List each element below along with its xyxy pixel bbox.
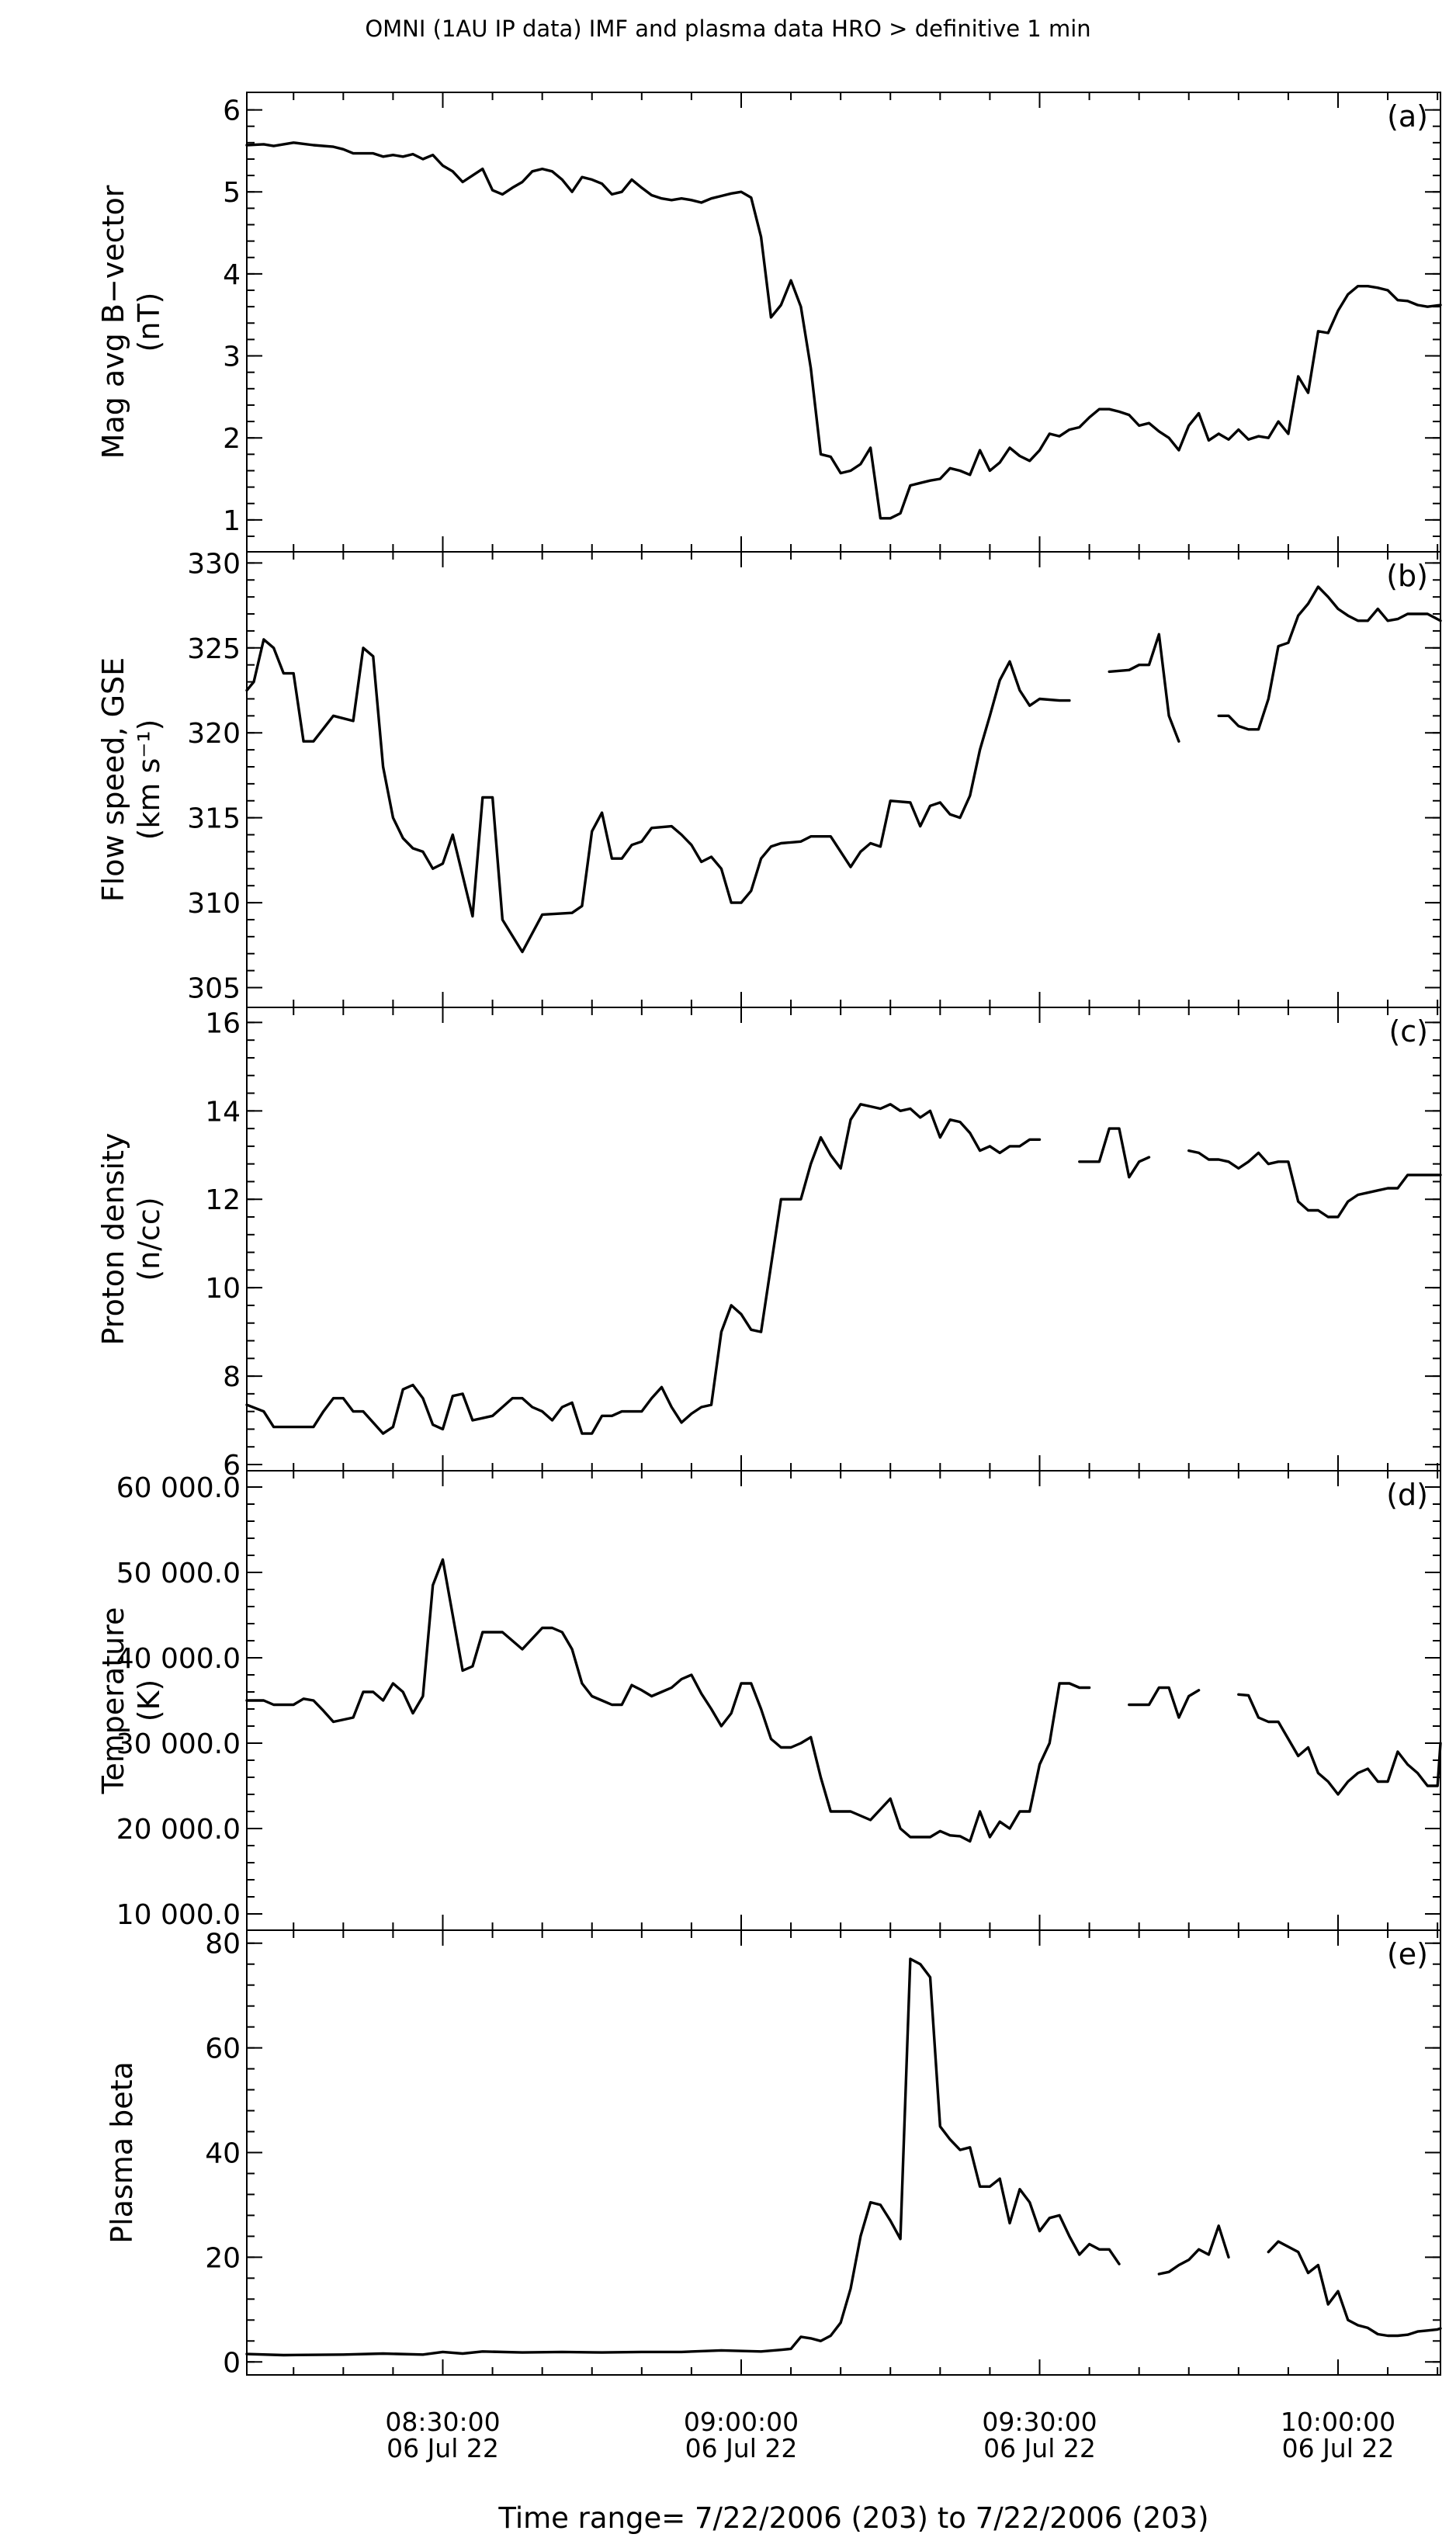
y-tick-label: 310 bbox=[187, 888, 241, 920]
panel-d-series-segment-3 bbox=[1237, 1693, 1442, 1796]
y-tick-label: 305 bbox=[187, 972, 241, 1004]
y-axis-title: Plasma beta bbox=[105, 2061, 139, 2244]
y-tick-label: 10 bbox=[205, 1273, 241, 1305]
panel-d-series-segment-2 bbox=[1128, 1686, 1201, 1719]
y-tick-label: 60 bbox=[205, 2033, 241, 2065]
panel-e-series-segment-1 bbox=[245, 1957, 1121, 2357]
y-tick-label: 14 bbox=[205, 1096, 241, 1128]
y-tick-label: 10 000.0 bbox=[116, 1899, 241, 1931]
panel-label: (c) bbox=[1388, 1014, 1428, 1049]
panel-a-frame bbox=[246, 92, 1441, 553]
x-tick-date-label: 06 Jul 22 bbox=[685, 2433, 798, 2463]
y-tick-label: 60 000.0 bbox=[116, 1472, 241, 1504]
y-tick-label: 50 000.0 bbox=[116, 1558, 241, 1589]
panel-label: (d) bbox=[1386, 1478, 1428, 1512]
y-tick-label: 1 bbox=[223, 505, 241, 537]
panel-b-series-segment-2 bbox=[1108, 633, 1180, 743]
panel-label: (e) bbox=[1387, 1937, 1428, 1971]
y-tick-label: 20 000.0 bbox=[116, 1814, 241, 1846]
panel-d: 10 000.0 20 000.0 30 000.0 40 000.0 50 000.0… bbox=[96, 1470, 1442, 1931]
panel-b-series-segment-1 bbox=[245, 638, 1071, 954]
time-range-footer: Time range= 7/22/2006 (203) to 7/22/2006… bbox=[497, 2501, 1208, 2535]
panel-a-series-segment-1 bbox=[245, 141, 1442, 520]
x-tick-date-label: 06 Jul 22 bbox=[387, 2433, 499, 2463]
panel-c-series-segment-2 bbox=[1078, 1127, 1151, 1179]
y-tick-label: 20 bbox=[205, 2242, 241, 2274]
y-tick-label: 80 bbox=[205, 1929, 241, 1960]
y-tick-label: 6 bbox=[223, 1450, 241, 1482]
y-axis-title: Temperature bbox=[96, 1607, 130, 1795]
panel-b: 305 310 315 320 325 330 (b) Flow speed, GSE (km … bbox=[96, 548, 1442, 1008]
panel-label: (b) bbox=[1386, 559, 1428, 593]
y-tick-label: 315 bbox=[187, 803, 241, 835]
panel-e: 0 20 40 60 80 (e) Plasma beta bbox=[105, 1929, 1442, 2379]
y-tick-label: 12 bbox=[205, 1184, 241, 1216]
y-tick-label: 30 000.0 bbox=[116, 1728, 241, 1760]
y-axis-title: Proton density bbox=[96, 1133, 130, 1346]
y-tick-label: 6 bbox=[223, 95, 241, 127]
panel-d-series-segment-1 bbox=[245, 1558, 1091, 1843]
panel-b-series-segment-3 bbox=[1217, 585, 1442, 731]
y-tick-label: 3 bbox=[223, 341, 241, 373]
y-axis-title: Mag avg B−vector bbox=[96, 185, 130, 459]
x-tick-time-label: 10:00:00 bbox=[1281, 2407, 1395, 2437]
panel-b-frame bbox=[246, 551, 1441, 1008]
y-tick-label: 40 000.0 bbox=[116, 1643, 241, 1675]
x-tick-date-label: 06 Jul 22 bbox=[983, 2433, 1096, 2463]
y-axis-title: (km s⁻¹) bbox=[132, 719, 166, 841]
panel-c-series-segment-1 bbox=[245, 1103, 1042, 1435]
x-tick-time-label: 09:00:00 bbox=[684, 2407, 799, 2437]
y-tick-label: 2 bbox=[223, 423, 241, 455]
panel-c-series-segment-3 bbox=[1187, 1149, 1442, 1219]
y-tick-label: 325 bbox=[187, 633, 241, 665]
panel-e-series-segment-2 bbox=[1157, 2224, 1230, 2276]
x-tick-date-label: 06 Jul 22 bbox=[1282, 2433, 1395, 2463]
panel-c-frame bbox=[246, 1007, 1441, 1472]
panel-e-series-segment-3 bbox=[1267, 2240, 1442, 2338]
panel-label: (a) bbox=[1387, 99, 1428, 133]
y-tick-label: 5 bbox=[223, 177, 241, 209]
panel-a: 1 2 3 4 5 6 (a) Mag avg B−vector (nT) bbox=[96, 92, 1442, 553]
y-tick-label: 320 bbox=[187, 718, 241, 750]
y-tick-label: 330 bbox=[187, 548, 241, 580]
y-tick-label: 8 bbox=[223, 1361, 241, 1393]
panel-d-frame bbox=[246, 1470, 1441, 1931]
y-axis-title: (n/cc) bbox=[132, 1197, 166, 1281]
y-tick-label: 4 bbox=[223, 259, 241, 291]
y-tick-label: 0 bbox=[223, 2347, 241, 2379]
y-axis-title: (nT) bbox=[132, 293, 166, 352]
figure-title: OMNI (1AU IP data) IMF and plasma data H… bbox=[365, 16, 1090, 42]
y-tick-label: 16 bbox=[205, 1007, 241, 1039]
x-tick-time-label: 08:30:00 bbox=[385, 2407, 500, 2437]
panel-c: 6 8 10 12 14 16 (c) Proton density (n/cc) bbox=[96, 1007, 1442, 1482]
y-axis-title: Flow speed, GSE bbox=[96, 657, 130, 902]
x-tick-time-label: 09:30:00 bbox=[982, 2407, 1097, 2437]
y-tick-label: 40 bbox=[205, 2138, 241, 2170]
y-axis-title: (K) bbox=[132, 1680, 166, 1722]
